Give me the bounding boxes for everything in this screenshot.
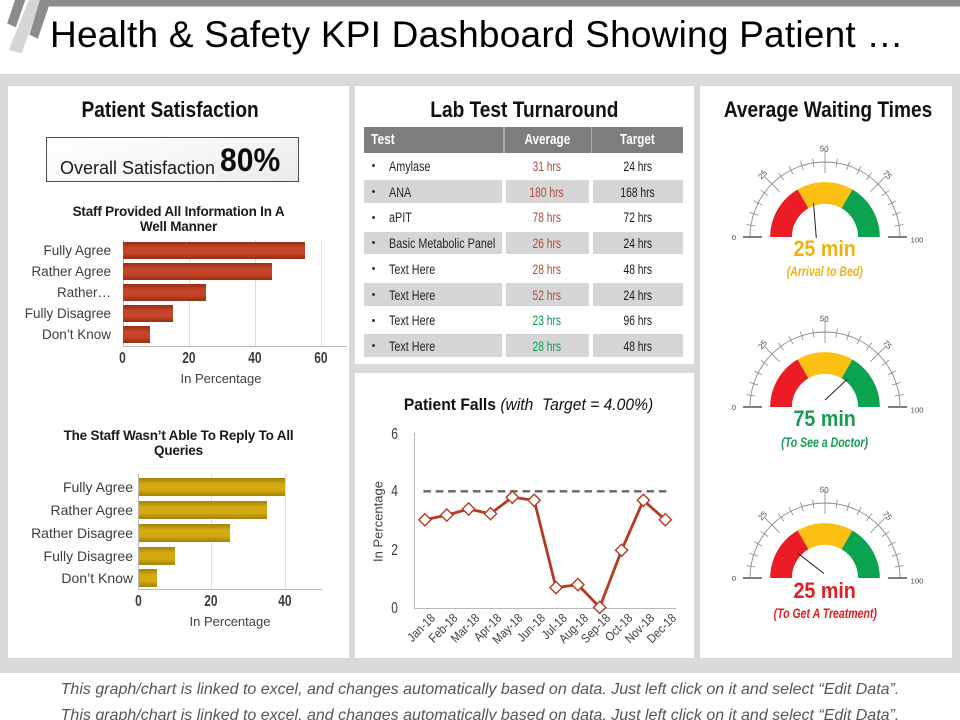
svg-text:100: 100 <box>911 406 924 415</box>
svg-text:100: 100 <box>911 577 924 586</box>
svg-text:100: 100 <box>911 235 924 244</box>
svg-text:50: 50 <box>819 314 829 324</box>
svg-text:0: 0 <box>732 233 736 242</box>
svg-text:0: 0 <box>732 574 736 583</box>
svg-text:0: 0 <box>732 403 736 412</box>
svg-text:50: 50 <box>819 144 829 154</box>
svg-text:50: 50 <box>819 485 829 495</box>
